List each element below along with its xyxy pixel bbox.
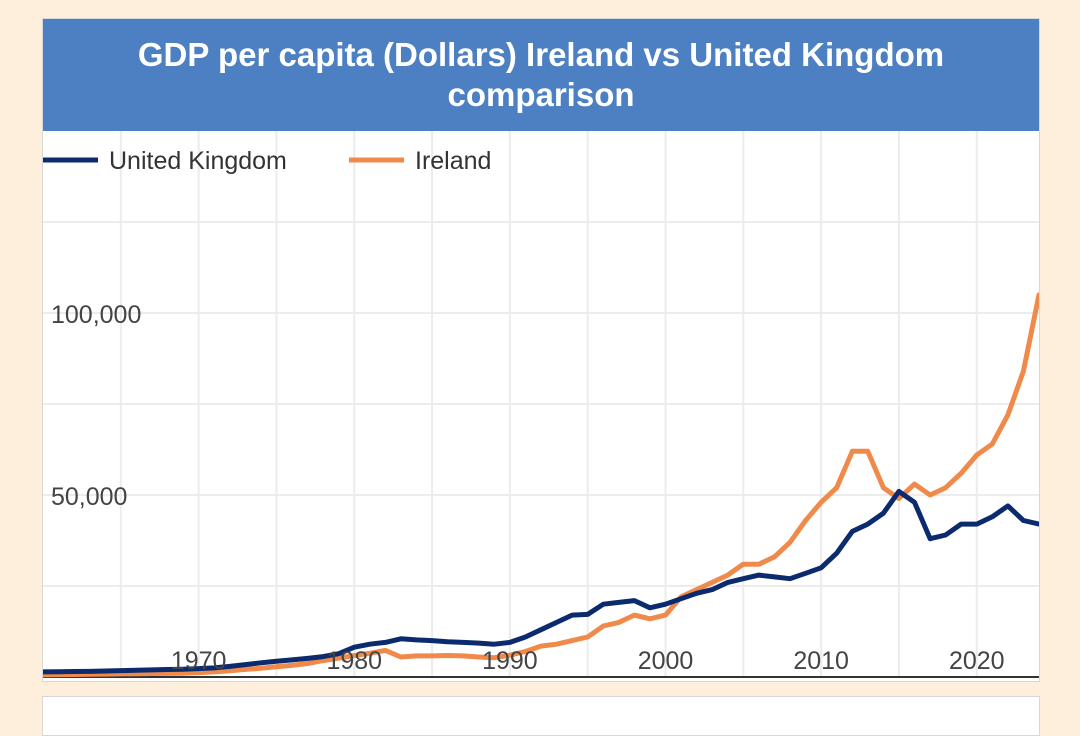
x-tick-label: 1970 — [171, 647, 227, 675]
chart-title: GDP per capita (Dollars) Ireland vs Unit… — [43, 19, 1039, 131]
x-tick-label: 1990 — [482, 647, 538, 675]
chart-card: GDP per capita (Dollars) Ireland vs Unit… — [42, 18, 1040, 682]
series-line-ireland[interactable] — [43, 292, 1039, 678]
y-tick-label: 100,000 — [51, 301, 141, 329]
series-lines — [43, 292, 1039, 678]
y-tick-label: 50,000 — [51, 483, 127, 511]
x-tick-label: 2000 — [638, 647, 694, 675]
legend-label-ireland[interactable]: Ireland — [415, 147, 491, 175]
x-tick-label: 2010 — [793, 647, 849, 675]
chart-plot: 50,000 100,000 1970 1980 1990 2000 2010 2020 U… — [43, 131, 1039, 678]
series-line-united-kingdom[interactable] — [43, 488, 1039, 675]
x-tick-label: 1980 — [326, 647, 382, 675]
y-axis-ticks: 50,000 100,000 — [51, 301, 141, 511]
grid — [43, 131, 1039, 677]
x-axis-ticks: 1970 1980 1990 2000 2010 2020 — [171, 647, 1005, 675]
x-tick-label: 2020 — [949, 647, 1005, 675]
legend: United Kingdom Ireland — [43, 147, 491, 175]
next-card — [42, 696, 1040, 736]
legend-label-united-kingdom[interactable]: United Kingdom — [109, 147, 287, 175]
